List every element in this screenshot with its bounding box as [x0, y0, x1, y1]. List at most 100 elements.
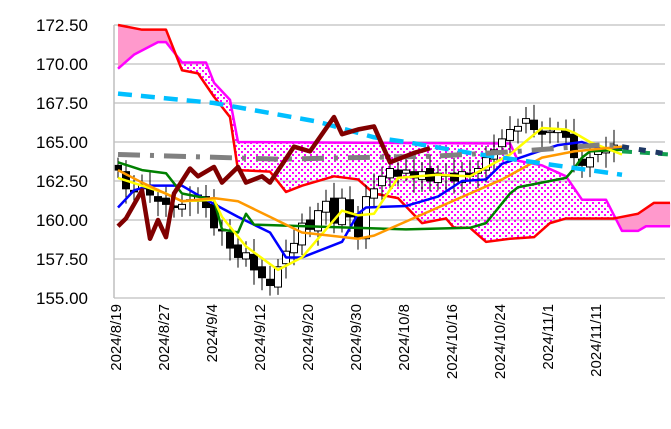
- cloud-segment: [494, 143, 497, 241]
- cloud-segment: [338, 142, 341, 178]
- cloud-segment: [500, 143, 503, 241]
- cloud-segment: [120, 25, 123, 67]
- cloud-segment: [366, 142, 369, 189]
- cloud-segment: [344, 142, 347, 178]
- candlesticks: [114, 104, 618, 296]
- cloud-segment: [286, 142, 289, 192]
- cloud-segment: [662, 202, 665, 227]
- cloud-segment: [636, 213, 639, 231]
- candle-body: [274, 266, 282, 288]
- candle: [154, 188, 162, 217]
- cloud-segment: [356, 142, 359, 180]
- candle: [162, 186, 170, 217]
- cloud-segment: [368, 142, 371, 190]
- cloud-segment: [626, 215, 629, 231]
- cloud-segment: [226, 95, 229, 115]
- x-tick-label: 2024/10/24: [492, 304, 509, 379]
- y-tick-label: 165.00: [36, 133, 88, 152]
- cloud-segment: [374, 142, 377, 194]
- candle: [530, 104, 538, 138]
- cloud-segment: [498, 143, 501, 241]
- cloud-segment: [240, 142, 243, 171]
- cloud-segment: [470, 143, 473, 230]
- candle: [330, 182, 338, 234]
- cloud-segment: [468, 143, 471, 228]
- cloud-segment: [136, 28, 139, 54]
- cloud-segment: [254, 142, 257, 171]
- cloud-segment: [424, 143, 427, 223]
- cloud-segment: [158, 29, 161, 43]
- cloud-segment: [646, 206, 649, 227]
- cloud-segment: [346, 142, 349, 179]
- cloud-segment: [322, 142, 325, 180]
- x-tick-label: 2024/9/30: [348, 304, 365, 371]
- candle: [362, 185, 370, 249]
- cloud-segment: [216, 84, 219, 102]
- cloud-segment: [588, 199, 591, 219]
- candle-body: [506, 129, 514, 141]
- cloud-segment: [150, 29, 153, 47]
- candle: [274, 259, 282, 295]
- cloud-segment: [162, 29, 165, 43]
- candle: [178, 194, 186, 217]
- cloud-segment: [196, 62, 199, 74]
- cloud-segment: [540, 165, 543, 232]
- candle: [346, 186, 354, 232]
- candle-body: [178, 203, 186, 210]
- cloud-segment: [570, 182, 573, 219]
- cloud-segment: [552, 169, 555, 223]
- x-tick-label: 2024/10/16: [444, 304, 461, 379]
- candle: [234, 237, 242, 268]
- cloud-segment: [600, 199, 603, 219]
- cloud-segment: [138, 28, 141, 53]
- cloud-segment: [640, 211, 643, 230]
- cloud-segment: [578, 193, 581, 219]
- cloud-segment: [194, 62, 197, 73]
- cloud-segment: [188, 62, 191, 72]
- cloud-segment: [508, 143, 511, 239]
- cloud-segment: [604, 199, 607, 219]
- candle-body: [498, 138, 506, 148]
- cloud-segment: [238, 142, 241, 171]
- cloud-segment: [480, 143, 483, 239]
- cloud-segment: [472, 143, 475, 232]
- candle-body: [346, 199, 354, 218]
- cloud-segment: [304, 142, 307, 186]
- y-tick-label: 170.00: [36, 55, 88, 74]
- candle: [322, 189, 330, 225]
- cloud-segment: [360, 142, 363, 183]
- candle: [554, 121, 562, 143]
- candle-body: [114, 164, 122, 171]
- cloud-segment: [350, 142, 353, 179]
- candle-body: [522, 118, 530, 124]
- candle: [370, 173, 378, 206]
- cloud-segment: [326, 142, 329, 179]
- candle: [282, 239, 290, 279]
- candle: [522, 107, 530, 134]
- cloud-segment: [246, 142, 249, 171]
- x-tick-label: 2024/9/12: [252, 304, 269, 371]
- cloud-segment: [458, 143, 461, 228]
- cloud-segment: [148, 29, 151, 48]
- candle-body: [378, 175, 386, 187]
- cloud-segment: [622, 216, 625, 231]
- cloud-segment: [432, 143, 435, 222]
- cloud-segment: [516, 156, 519, 239]
- cloud-segment: [642, 209, 645, 229]
- cloud-segment: [354, 142, 357, 180]
- cloud-segment: [122, 25, 125, 66]
- candle-body: [394, 169, 402, 177]
- cloud-segment: [574, 188, 577, 219]
- candle: [306, 206, 314, 238]
- cloud-segment: [564, 175, 567, 220]
- candle-body: [538, 130, 546, 135]
- cloud-segment: [316, 142, 319, 182]
- ichimoku-cloud: [117, 23, 671, 244]
- cloud-segment: [520, 161, 523, 239]
- cloud-segment: [430, 143, 433, 222]
- cloud-segment: [292, 142, 295, 190]
- cloud-segment: [660, 202, 663, 227]
- cloud-segment: [538, 164, 541, 234]
- cloud-segment: [330, 142, 333, 178]
- cloud-segment: [624, 216, 627, 231]
